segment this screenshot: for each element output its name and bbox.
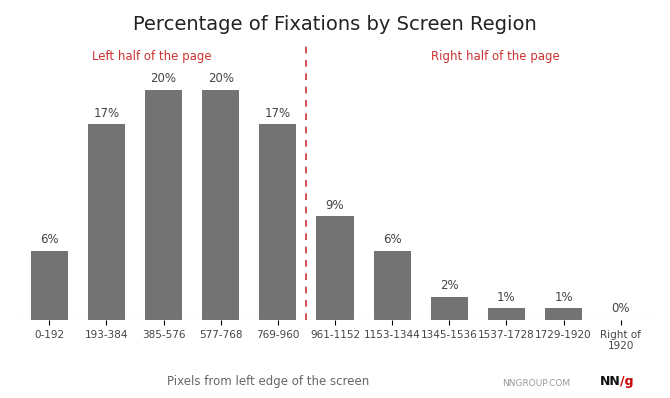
Text: 20%: 20% <box>151 72 177 85</box>
Text: 9%: 9% <box>326 199 344 212</box>
Bar <box>374 251 411 320</box>
Text: Right half of the page: Right half of the page <box>431 51 559 63</box>
Title: Percentage of Fixations by Screen Region: Percentage of Fixations by Screen Region <box>133 15 537 34</box>
Bar <box>431 297 468 320</box>
Bar <box>145 90 182 320</box>
Text: 6%: 6% <box>383 233 401 246</box>
Bar <box>259 124 296 320</box>
Bar <box>31 251 68 320</box>
Text: NNGROUP.COM: NNGROUP.COM <box>502 379 571 388</box>
Bar <box>488 308 525 320</box>
Bar <box>202 90 239 320</box>
Text: 17%: 17% <box>265 107 291 120</box>
Text: 2%: 2% <box>440 279 458 292</box>
Text: 1%: 1% <box>554 291 573 304</box>
Text: /g: /g <box>620 375 633 388</box>
Text: 20%: 20% <box>208 72 234 85</box>
Text: NN: NN <box>600 375 620 388</box>
Text: Left half of the page: Left half of the page <box>92 51 212 63</box>
Bar <box>545 308 582 320</box>
Text: 1%: 1% <box>497 291 516 304</box>
Text: 6%: 6% <box>40 233 58 246</box>
Text: 0%: 0% <box>612 302 630 315</box>
Text: Pixels from left edge of the screen: Pixels from left edge of the screen <box>167 375 369 388</box>
Text: 17%: 17% <box>93 107 119 120</box>
Bar <box>316 217 354 320</box>
Bar <box>88 124 125 320</box>
